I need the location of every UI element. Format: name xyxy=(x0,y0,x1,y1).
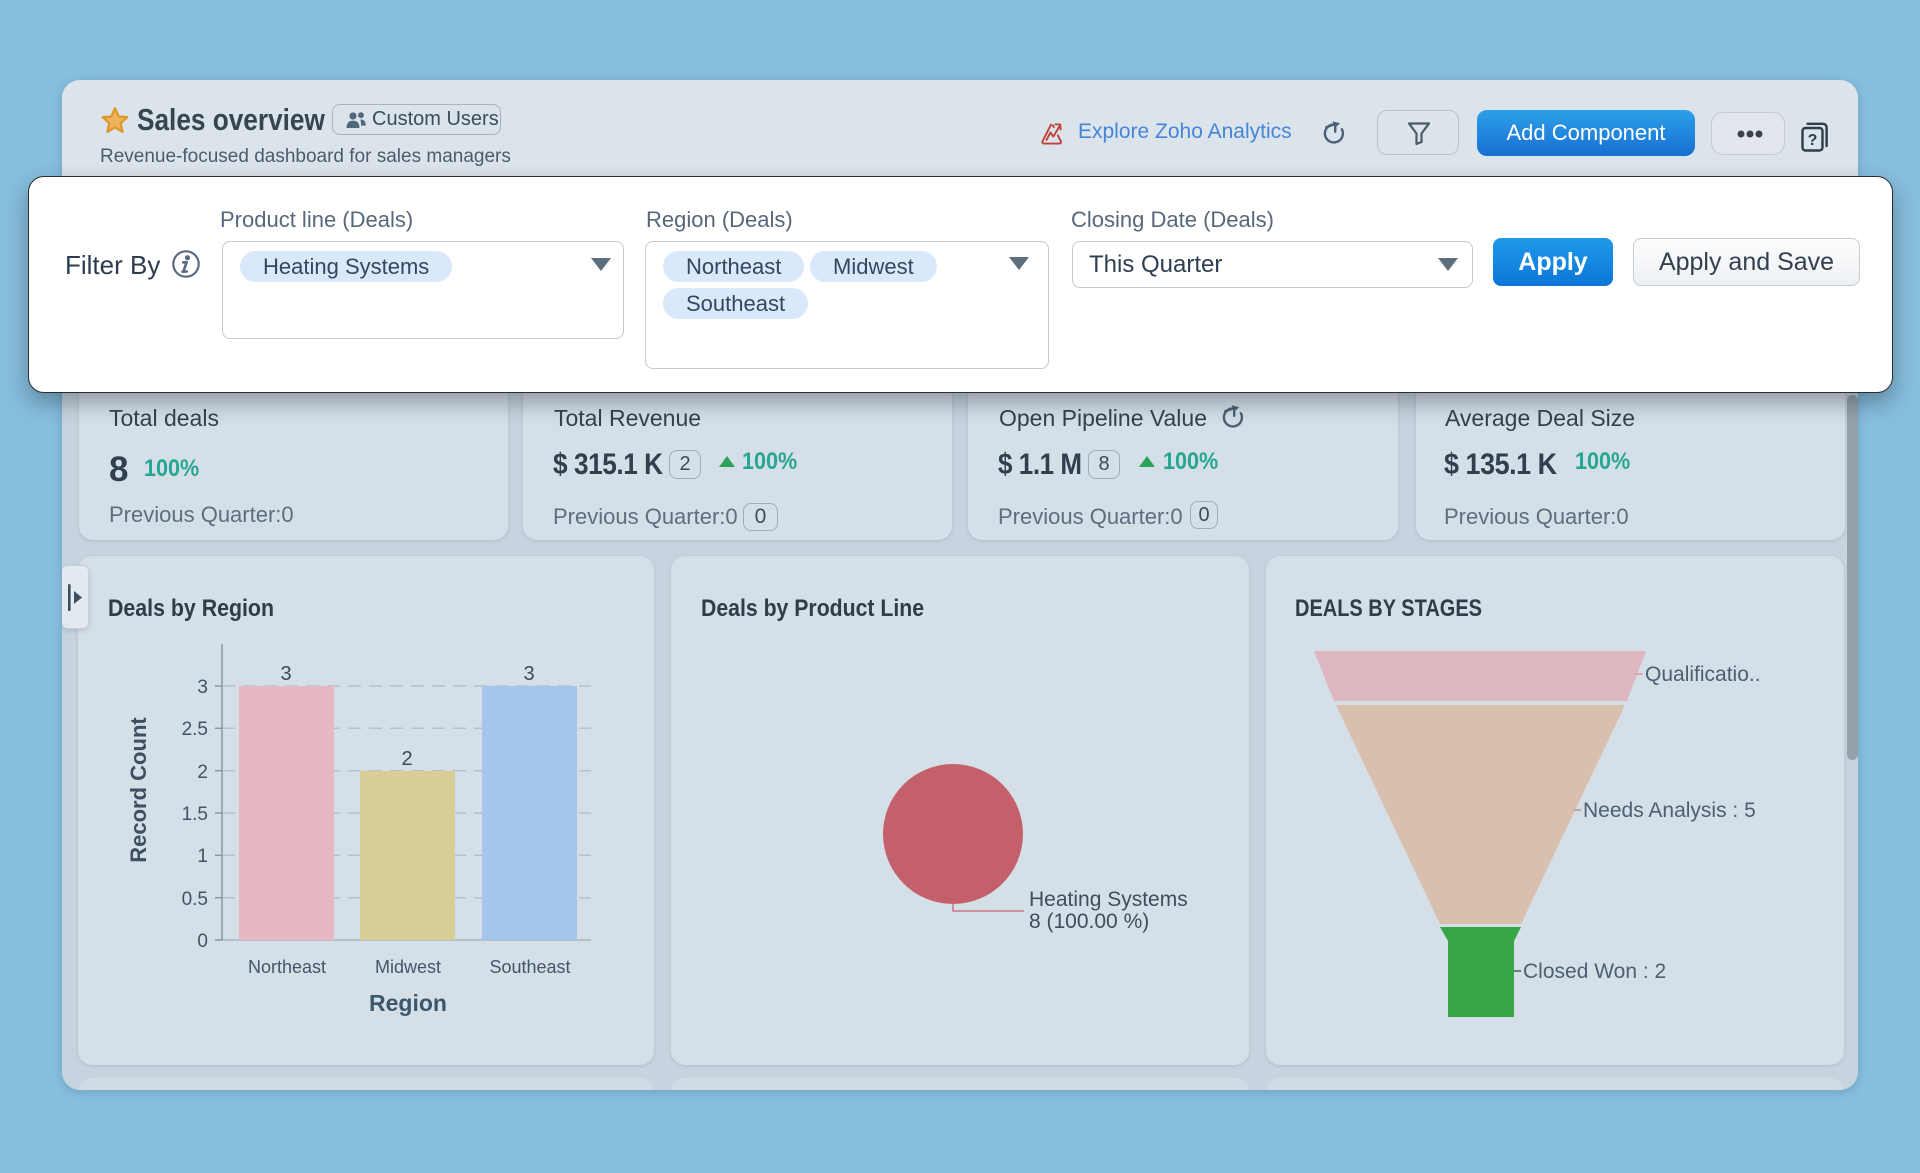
svg-text:?: ? xyxy=(1808,132,1818,149)
svg-text:3: 3 xyxy=(523,663,534,685)
svg-text:Region: Region xyxy=(369,990,447,1016)
svg-text:2: 2 xyxy=(197,762,208,783)
svg-text:0: 0 xyxy=(197,931,208,952)
svg-text:1: 1 xyxy=(197,846,208,867)
svg-text:Southeast: Southeast xyxy=(489,957,570,977)
svg-text:Record Count: Record Count xyxy=(126,717,151,863)
svg-text:Needs Analysis : 5: Needs Analysis : 5 xyxy=(1583,799,1756,822)
svg-text:1.5: 1.5 xyxy=(182,804,208,825)
svg-text:8 (100.00 %): 8 (100.00 %) xyxy=(1029,910,1149,933)
svg-text:Qualificatio..: Qualificatio.. xyxy=(1645,663,1761,686)
svg-text:Midwest: Midwest xyxy=(375,957,441,977)
svg-text:3: 3 xyxy=(280,663,291,685)
svg-text:Closed Won : 2: Closed Won : 2 xyxy=(1523,960,1666,983)
svg-text:3: 3 xyxy=(197,677,208,698)
svg-text:2.5: 2.5 xyxy=(182,719,208,740)
svg-text:0.5: 0.5 xyxy=(182,889,208,910)
svg-text:Northeast: Northeast xyxy=(248,957,326,977)
svg-text:Heating Systems: Heating Systems xyxy=(1029,888,1188,911)
svg-text:2: 2 xyxy=(401,748,412,770)
